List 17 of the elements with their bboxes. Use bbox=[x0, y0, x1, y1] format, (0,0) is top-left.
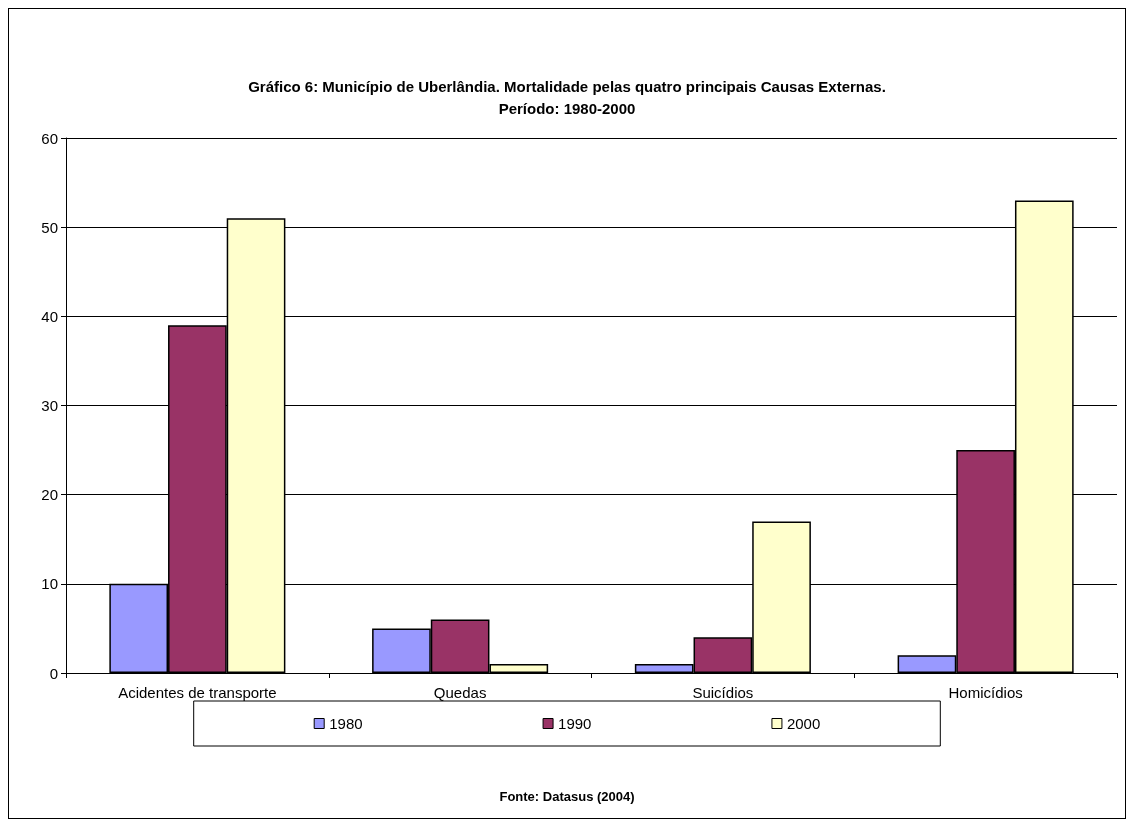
y-tick-label: 30 bbox=[41, 397, 58, 414]
y-tick-label: 0 bbox=[49, 664, 58, 682]
x-tick-label: Quedas bbox=[433, 684, 487, 701]
y-tick-label: 50 bbox=[41, 218, 58, 236]
legend-label: 2000 bbox=[786, 715, 821, 732]
x-tick-label: Homicídios bbox=[948, 684, 1023, 701]
y-tick-label: 20 bbox=[41, 486, 58, 504]
source-note: Fonte: Datasus (2004) bbox=[499, 789, 635, 804]
chart-subtitle: Período: 1980-2000 bbox=[498, 100, 636, 117]
legend-label: 1980 bbox=[329, 715, 363, 732]
chart-title: Gráfico 6: Município de Uberlândia. Mortalidade pelas quatro principais Causas Externas. bbox=[248, 78, 886, 95]
y-tick-label: 40 bbox=[41, 307, 58, 325]
x-tick-label: Acidentes de transporte bbox=[118, 684, 277, 701]
y-tick-label: 60 bbox=[41, 129, 58, 147]
x-tick-label: Suicídios bbox=[692, 684, 754, 701]
legend-label: 1990 bbox=[558, 715, 592, 732]
y-tick-label: 10 bbox=[41, 575, 58, 593]
